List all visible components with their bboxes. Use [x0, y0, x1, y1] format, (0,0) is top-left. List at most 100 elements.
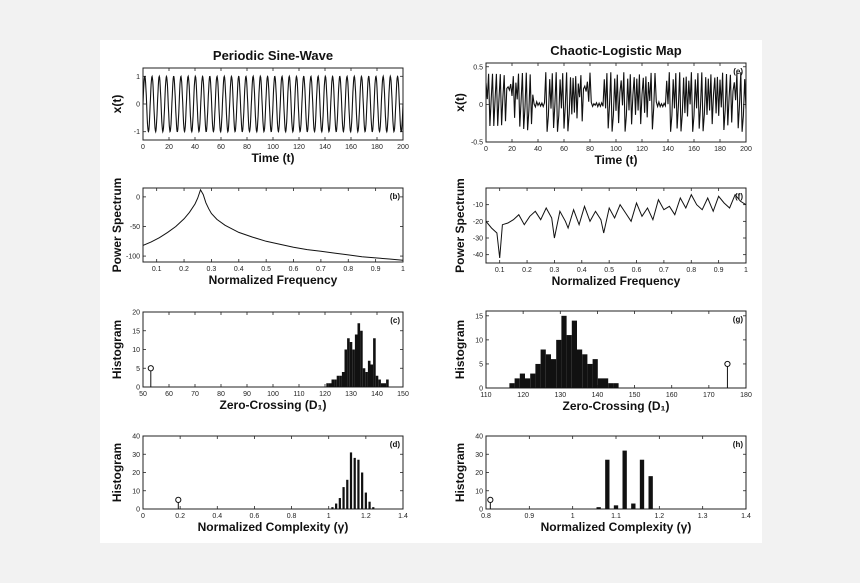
- panel-label: (e): [733, 67, 743, 76]
- x-tick-label: 0.2: [179, 266, 189, 273]
- x-tick-label: 0.7: [659, 267, 669, 274]
- x-tick-label: 140: [319, 144, 331, 151]
- histogram-bar: [342, 487, 345, 509]
- y-axis-label: Power Spectrum: [453, 178, 467, 273]
- y-tick-label: 0: [479, 507, 483, 514]
- y-axis-label: Histogram: [453, 443, 467, 502]
- y-tick-label: 40: [132, 434, 140, 441]
- plot-frame: [485, 435, 747, 510]
- y-axis-label: Histogram: [453, 320, 467, 379]
- x-tick-label: 1: [401, 266, 405, 273]
- x-tick-label: 0: [141, 513, 145, 520]
- histogram-bar: [608, 383, 614, 388]
- y-axis-label: x(t): [453, 93, 467, 112]
- y-tick-label: 20: [132, 310, 140, 317]
- x-tick-label: 0.9: [714, 267, 724, 274]
- series-line: [143, 74, 403, 134]
- histogram-bar: [364, 492, 367, 509]
- histogram-bar: [368, 501, 371, 509]
- x-tick-label: 0.8: [481, 513, 491, 520]
- histogram-bar: [525, 378, 531, 388]
- histogram-bar: [373, 338, 376, 387]
- x-tick-label: 1.4: [741, 513, 751, 520]
- histogram-bar: [354, 334, 358, 387]
- histogram-bar: [383, 383, 387, 387]
- x-tick-label: 80: [243, 144, 251, 151]
- x-tick-label: 0.6: [289, 266, 299, 273]
- column-title: Periodic Sine-Wave: [213, 48, 333, 63]
- histogram-bar: [326, 383, 329, 387]
- histogram-bar: [375, 375, 379, 387]
- histogram-bar: [551, 359, 557, 388]
- column-title: Chaotic-Logistic Map: [550, 43, 682, 58]
- x-axis-label: Zero-Crossing (D₁): [220, 398, 327, 412]
- histogram-bar: [596, 507, 601, 509]
- x-tick-label: 20: [508, 146, 516, 153]
- y-tick-label: -40: [473, 252, 483, 259]
- histogram-bar: [331, 507, 334, 509]
- plot-frame: [142, 435, 404, 510]
- y-tick-label: 1: [136, 74, 140, 81]
- x-tick-label: 120: [293, 144, 305, 151]
- histogram-bar: [344, 349, 348, 387]
- histogram-bar: [362, 368, 366, 387]
- x-tick-label: 80: [586, 146, 594, 153]
- x-tick-label: 1.1: [611, 513, 621, 520]
- y-tick-label: 30: [475, 452, 483, 459]
- x-tick-label: 1.4: [398, 513, 408, 520]
- panel-label: (b): [390, 192, 401, 201]
- x-tick-label: 150: [629, 392, 641, 399]
- x-tick-label: 180: [740, 392, 752, 399]
- y-tick-label: 0.5: [473, 64, 483, 71]
- y-tick-label: 0: [136, 385, 140, 392]
- y-axis-label: Histogram: [110, 320, 124, 379]
- histogram-bar: [577, 349, 583, 388]
- x-tick-label: 130: [554, 392, 566, 399]
- x-tick-label: 40: [534, 146, 542, 153]
- x-tick-label: 0: [141, 144, 145, 151]
- x-tick-label: 0.8: [686, 267, 696, 274]
- y-tick-label: 30: [132, 452, 140, 459]
- x-tick-label: 60: [165, 391, 173, 398]
- x-axis-label: Zero-Crossing (D₁): [563, 399, 670, 413]
- x-tick-label: 0.3: [550, 267, 560, 274]
- series-line: [486, 193, 746, 259]
- y-tick-label: 10: [132, 347, 140, 354]
- x-tick-label: 100: [267, 391, 279, 398]
- y-tick-label: -20: [473, 219, 483, 226]
- x-tick-label: 140: [592, 392, 604, 399]
- chart-panel-b: 0.1 0.2 0.3 0.4 0.5 0.6 0.7 0.8 0.9 1 -100 -50 0 Norm…: [110, 178, 405, 287]
- histogram-bar: [631, 503, 636, 509]
- series-line: [143, 188, 403, 261]
- x-tick-label: 110: [293, 391, 304, 398]
- x-tick-label: 170: [703, 392, 715, 399]
- histogram-bar: [603, 378, 609, 388]
- x-tick-label: 200: [397, 144, 409, 151]
- x-tick-label: 1.2: [654, 513, 664, 520]
- y-tick-label: -50: [130, 224, 140, 231]
- x-tick-label: 1.2: [361, 513, 371, 520]
- histogram-bar: [605, 459, 610, 509]
- x-axis-label: Normalized Complexity (γ): [198, 520, 349, 534]
- x-tick-label: 0.6: [250, 513, 260, 520]
- histogram-bar: [587, 363, 593, 388]
- y-tick-label: 20: [475, 470, 483, 477]
- histogram-bar: [328, 383, 332, 387]
- y-axis-label: x(t): [110, 95, 124, 114]
- histogram-bar: [380, 383, 384, 387]
- panel-label: (c): [390, 316, 400, 325]
- stem-marker: [487, 496, 494, 503]
- histogram-bar: [372, 507, 375, 509]
- x-tick-label: 1: [571, 513, 575, 520]
- y-axis-label: Histogram: [110, 443, 124, 502]
- histogram-bar: [360, 330, 363, 387]
- x-tick-label: 1.3: [698, 513, 708, 520]
- panel-label: (h): [733, 440, 744, 449]
- histogram-bar: [367, 360, 371, 387]
- x-tick-label: 0.9: [371, 266, 381, 273]
- histogram-bar: [331, 379, 335, 387]
- x-tick-label: 20: [165, 144, 173, 151]
- x-tick-label: 0.4: [577, 267, 587, 274]
- x-tick-label: 0.4: [234, 266, 244, 273]
